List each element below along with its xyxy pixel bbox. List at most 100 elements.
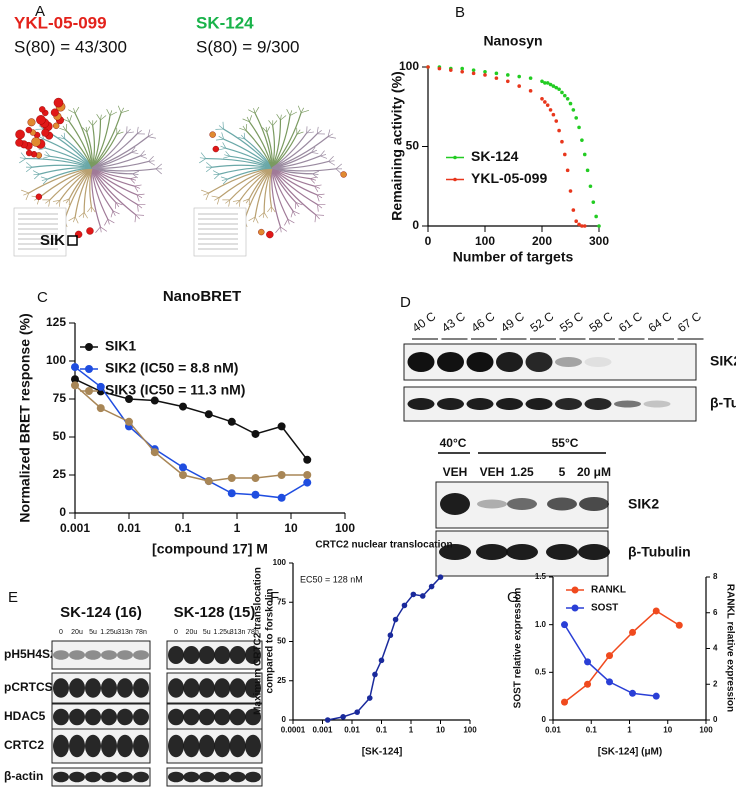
data-point bbox=[577, 222, 581, 227]
x-axis-label: [compound 17] M bbox=[152, 541, 268, 557]
tree-branch bbox=[28, 167, 93, 194]
tree-twig bbox=[309, 178, 315, 184]
blot-band bbox=[85, 678, 101, 698]
tree-branch bbox=[271, 119, 282, 169]
blot-band bbox=[547, 497, 577, 511]
tree-twig bbox=[214, 173, 220, 180]
data-point bbox=[204, 410, 213, 419]
tree-twig bbox=[44, 154, 51, 157]
tree-twig bbox=[314, 214, 317, 223]
lane-label: 5u bbox=[203, 629, 211, 636]
tree-twig bbox=[68, 109, 76, 114]
tree-twig bbox=[134, 214, 137, 223]
tree-twig bbox=[147, 133, 154, 137]
series-line bbox=[74, 378, 308, 461]
y-tick-label: 1.0 bbox=[535, 620, 547, 629]
temperature-label: 58 C bbox=[587, 309, 616, 335]
temperature-label: 67 C bbox=[675, 309, 704, 335]
blot-band bbox=[133, 650, 149, 660]
kinase-hit bbox=[74, 230, 83, 239]
lane-label: 20 μM bbox=[577, 465, 611, 479]
data-point bbox=[565, 168, 570, 173]
tree-twig bbox=[262, 127, 268, 133]
tree-twig bbox=[62, 125, 67, 131]
data-point bbox=[179, 463, 187, 472]
data-point bbox=[597, 224, 601, 228]
y-tick-label: 50 bbox=[406, 139, 420, 153]
blot-band bbox=[437, 398, 464, 410]
tree-twig bbox=[63, 132, 66, 140]
y2-tick-label: 2 bbox=[713, 679, 718, 688]
tree-twig bbox=[225, 151, 231, 157]
tree-twig bbox=[110, 210, 114, 218]
blot-band bbox=[214, 678, 231, 698]
data-point bbox=[227, 474, 236, 483]
row-label: CRTC2 bbox=[4, 738, 44, 752]
tree-branch bbox=[254, 167, 273, 218]
tree-twig bbox=[73, 216, 76, 223]
data-point bbox=[437, 574, 444, 580]
data-point bbox=[605, 652, 613, 660]
legend-marker bbox=[85, 343, 93, 351]
y2-tick-label: 6 bbox=[713, 608, 718, 617]
tree-twig bbox=[316, 194, 323, 199]
blot-band bbox=[214, 708, 231, 726]
blot-band bbox=[245, 771, 261, 783]
x-tick-label: 10 bbox=[284, 521, 298, 535]
data-point bbox=[568, 189, 573, 193]
tree-twig bbox=[218, 125, 224, 130]
tree-twig bbox=[311, 146, 316, 153]
tree-branch bbox=[25, 157, 93, 169]
row-label: HDAC5 bbox=[4, 709, 46, 723]
blot-band bbox=[69, 734, 85, 758]
tree-twig bbox=[314, 185, 319, 192]
tree-branch bbox=[254, 113, 273, 169]
tree-twig bbox=[245, 123, 248, 131]
data-point bbox=[277, 422, 286, 431]
blot-band bbox=[555, 398, 582, 410]
tree-twig bbox=[222, 178, 228, 185]
y-tick-label: 1.5 bbox=[535, 572, 547, 581]
tree-twig bbox=[306, 131, 314, 134]
tree-twig bbox=[34, 173, 40, 180]
tree-twig bbox=[290, 210, 294, 218]
data-point bbox=[545, 103, 550, 107]
tree-twig bbox=[41, 178, 48, 181]
tree-twig bbox=[65, 198, 70, 204]
series-line bbox=[564, 610, 680, 703]
data-point bbox=[675, 621, 683, 629]
tree-twig bbox=[20, 152, 27, 159]
tree-twig bbox=[107, 219, 110, 225]
blot-band bbox=[101, 734, 117, 758]
tree-twig bbox=[83, 212, 88, 219]
x-tick-label: 0.001 bbox=[312, 726, 333, 735]
tree-twig bbox=[148, 161, 156, 166]
tree-twig bbox=[328, 160, 335, 162]
x-tick-label: 200 bbox=[532, 234, 552, 248]
tree-twig bbox=[139, 150, 145, 157]
y-tick-label: 75 bbox=[53, 391, 67, 405]
tree-twig bbox=[100, 115, 107, 121]
kinase-hit bbox=[41, 128, 50, 137]
kinase-hit bbox=[86, 227, 94, 235]
tree-twig bbox=[292, 210, 300, 215]
blot-band bbox=[584, 357, 612, 367]
tree-twig bbox=[327, 136, 337, 139]
tree-twig bbox=[38, 125, 44, 130]
legend-marker bbox=[571, 586, 579, 594]
tree-twig bbox=[87, 206, 92, 213]
tree-twig bbox=[316, 194, 320, 202]
lane-label: 20u bbox=[186, 629, 198, 636]
blot-band bbox=[214, 646, 231, 664]
data-point bbox=[71, 375, 79, 384]
blot-band bbox=[579, 497, 609, 511]
data-point bbox=[580, 224, 584, 228]
blot-band bbox=[229, 734, 246, 758]
tree-twig bbox=[310, 176, 317, 179]
tree-twig bbox=[242, 118, 250, 123]
tree-twig bbox=[297, 105, 302, 113]
kinase-hit bbox=[53, 97, 64, 108]
tree-twig bbox=[55, 199, 61, 205]
x-tick-label: 0.01 bbox=[344, 726, 360, 735]
